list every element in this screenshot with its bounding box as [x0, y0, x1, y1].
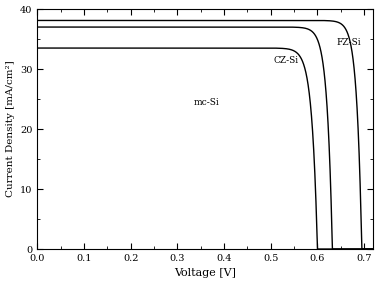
Text: mc-Si: mc-Si	[194, 97, 219, 106]
Text: CZ-Si: CZ-Si	[273, 56, 298, 64]
X-axis label: Voltage [V]: Voltage [V]	[174, 268, 236, 278]
Y-axis label: Current Density [mA/cm²]: Current Density [mA/cm²]	[6, 61, 14, 197]
Text: FZ-Si: FZ-Si	[336, 37, 361, 47]
